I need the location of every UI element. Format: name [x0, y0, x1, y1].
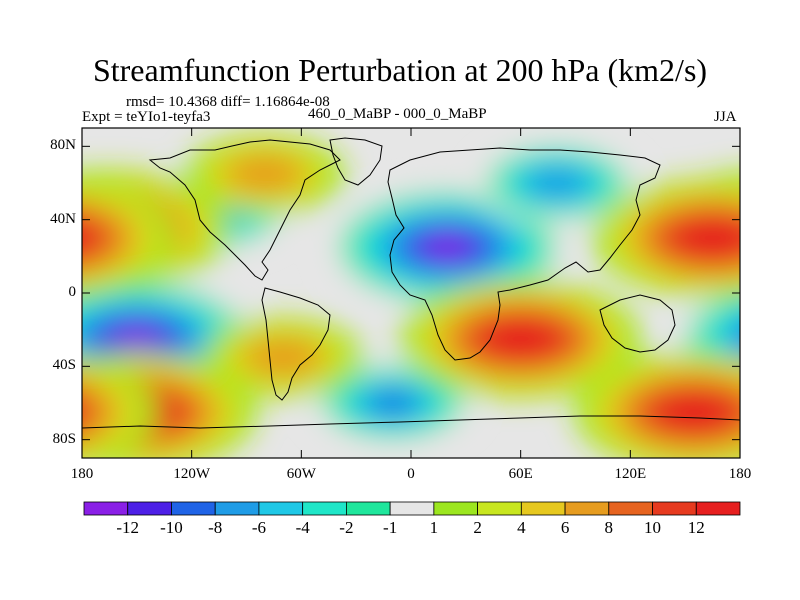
lat-label: 80N [50, 137, 76, 154]
field-extremum-1-wrap-4 [731, 322, 740, 355]
lat-label: 40N [50, 210, 76, 227]
field-extremum-8-wrap-7 [774, 402, 800, 423]
colorbar-label: 12 [687, 518, 705, 537]
stats-line: rmsd= 10.4368 diff= 1.16864e-08 [126, 94, 330, 110]
experiment-label: Expt = teYIo1-teyfa3 [82, 109, 211, 125]
field-extremum-9-wrap-4 [82, 390, 100, 435]
colorbar-label: -8 [208, 518, 223, 537]
field-extremum-6-level-7 [691, 227, 734, 249]
field-extremum-1-wrap-3 [717, 311, 740, 367]
comparison-label: 460_0_MaBP - 000_0_MaBP [308, 106, 487, 122]
field-extremum-10-level-4 [242, 162, 287, 185]
colorbar-swatch [433, 501, 479, 516]
colorbar-swatch [171, 501, 216, 516]
plot-title: Streamfunction Perturbation at 200 hPa (… [92, 52, 708, 88]
contour-fill [1, 133, 800, 458]
colorbar-swatch [258, 501, 304, 516]
colorbar-label: -6 [251, 518, 266, 537]
colorbar-swatch [652, 501, 697, 516]
colorbar-label: -2 [339, 518, 354, 537]
season-label: JJA [714, 109, 737, 125]
lat-label: 80S [52, 430, 76, 447]
coastline-antarctica [82, 415, 740, 429]
field-extremum-9-level-7 [673, 401, 716, 423]
field-extremum-1-wrap-6 [760, 321, 800, 356]
colorbar-label: 8 [604, 518, 614, 537]
field-extremum-8-wrap-6 [760, 395, 800, 430]
field-extremum-6-wrap-5 [82, 217, 104, 259]
lon-label: 60W [286, 466, 316, 482]
coastline-north-america [148, 139, 341, 281]
field-extremum-9-wrap-5 [82, 402, 86, 422]
coastline-greenland [329, 137, 383, 186]
colorbar-swatch [345, 501, 391, 516]
coastlines [82, 137, 740, 429]
lon-label: 120E [614, 466, 647, 482]
colorbar-swatch [520, 501, 566, 516]
colorbar-swatch [695, 501, 741, 516]
lon-label: 60E [508, 466, 533, 482]
field-extremum-7-level-7 [499, 328, 542, 350]
field-extremum-9-wrap-6 [1, 395, 72, 430]
colorbar-label: 10 [644, 518, 662, 537]
field-extremum-5-wrap-7 [746, 218, 788, 239]
colorbar-swatch [564, 501, 610, 516]
field-extremum-1-level-7 [115, 328, 159, 350]
field-layer [1, 128, 800, 458]
field-extremum-5-wrap-6 [732, 217, 740, 240]
field-extremum-3-level-5 [538, 173, 576, 193]
coastline-eurasia-africa [387, 147, 661, 361]
colorbar-swatch [127, 501, 172, 516]
lon-label: 120W [173, 466, 210, 482]
coastline-australia [599, 294, 676, 353]
colorbar-label: -12 [116, 518, 140, 537]
field-extremum-1-wrap-7 [774, 328, 800, 349]
lon-label: 0 [407, 466, 415, 482]
colorbar-label: -4 [295, 518, 310, 537]
field-extremum-1-wrap-5 [745, 314, 800, 363]
colorbar-swatch [389, 501, 435, 516]
field-extremum-2-level-5 [374, 393, 412, 413]
lon-label: 180 [728, 466, 752, 482]
field-extremum-6-wrap-6 [82, 226, 90, 250]
colorbar-swatch [477, 501, 522, 516]
field-extremum-9-wrap-7 [15, 402, 57, 423]
field-extremum-11-level-4 [261, 346, 305, 369]
colorbar-label: 4 [517, 518, 526, 537]
colorbar-label: 1 [429, 518, 439, 537]
colorbar-label: -1 [383, 518, 398, 537]
field-extremum-6-wrap-7 [33, 227, 75, 248]
lon-label: 180 [70, 466, 94, 482]
colorbar-label: 2 [473, 518, 482, 537]
field-extremum-0-level-7 [426, 236, 469, 258]
coastline-south-america [261, 287, 331, 401]
axis-ticks [81, 128, 741, 458]
colorbar-swatch [608, 501, 653, 516]
field-extremum-8-wrap-4 [731, 396, 740, 429]
lat-label: 0 [68, 284, 77, 300]
colorbar-swatch [302, 501, 347, 516]
field-extremum-8-wrap-5 [745, 387, 800, 436]
colorbar-label: -10 [160, 518, 183, 537]
colorbar-swatch [214, 501, 260, 516]
colorbar-label: 6 [560, 518, 570, 537]
colorbar-swatch [83, 501, 129, 516]
lat-label: 40S [52, 357, 76, 374]
colorbar [83, 501, 741, 516]
